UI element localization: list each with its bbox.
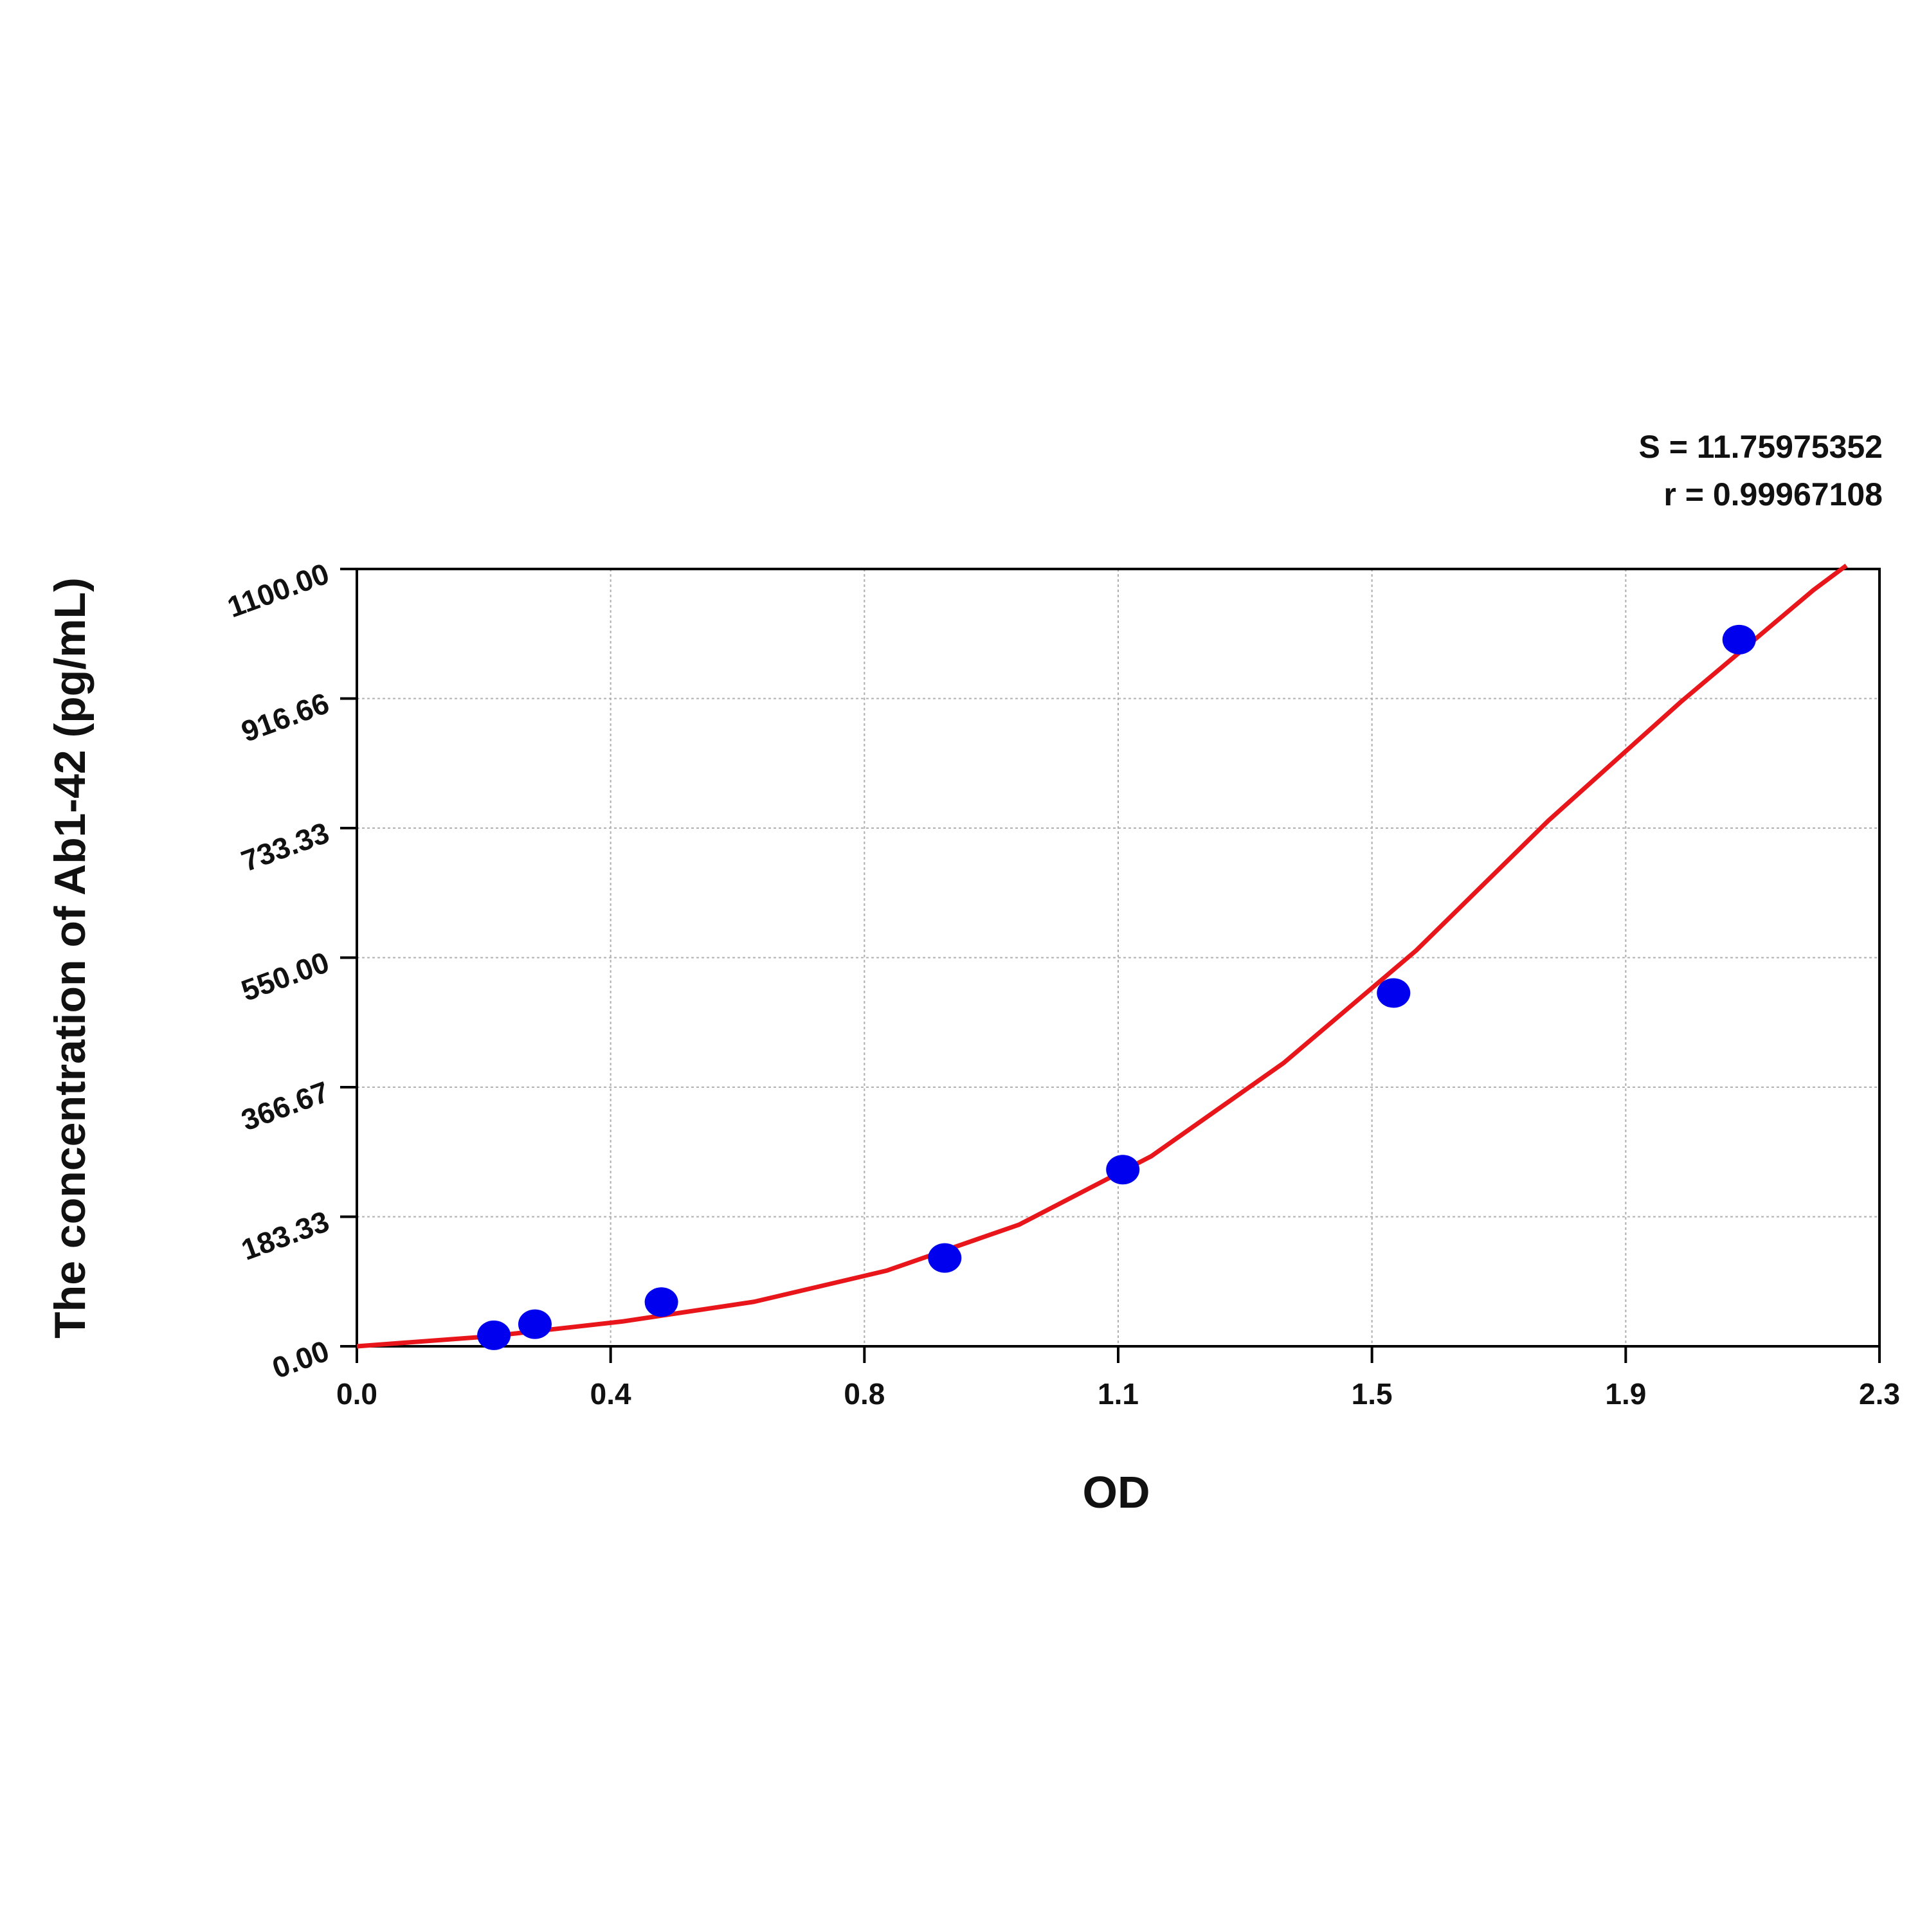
data-point: [928, 1243, 962, 1273]
plot-frame: [356, 568, 1881, 1348]
annotation: S = 11.75975352: [1638, 429, 1883, 465]
x-tick-label: 1.5: [1352, 1377, 1393, 1411]
x-axis-title: OD: [1083, 1467, 1150, 1517]
fit-curve: [356, 563, 1848, 1349]
data-point: [1106, 1155, 1140, 1185]
y-tick-label: 733.33: [237, 816, 333, 878]
y-tick-label: 550.00: [237, 945, 333, 1007]
data-point: [518, 1309, 552, 1339]
x-tick-label: 0.4: [590, 1377, 631, 1411]
y-tick-label: 0.00: [268, 1334, 334, 1385]
x-tick-label: 1.1: [1098, 1377, 1139, 1411]
y-tick-label: 916.66: [237, 686, 333, 748]
data-point: [1377, 978, 1411, 1008]
x-tick-label: 0.8: [844, 1377, 885, 1411]
y-tick-label: 366.67: [237, 1075, 333, 1137]
data-point: [1722, 624, 1756, 655]
x-tick-label: 0.0: [336, 1377, 377, 1411]
data-point: [644, 1287, 678, 1317]
y-axis-title: The concentration of Ab1-42 (pg/mL): [46, 577, 95, 1339]
y-tick-label: 183.33: [237, 1204, 333, 1267]
x-tick-label: 1.9: [1605, 1377, 1646, 1411]
x-tick-label: 2.3: [1859, 1377, 1900, 1411]
y-tick-label: 1100.00: [223, 557, 334, 624]
annotation: r = 0.99967108: [1663, 476, 1883, 512]
data-point: [477, 1320, 511, 1350]
